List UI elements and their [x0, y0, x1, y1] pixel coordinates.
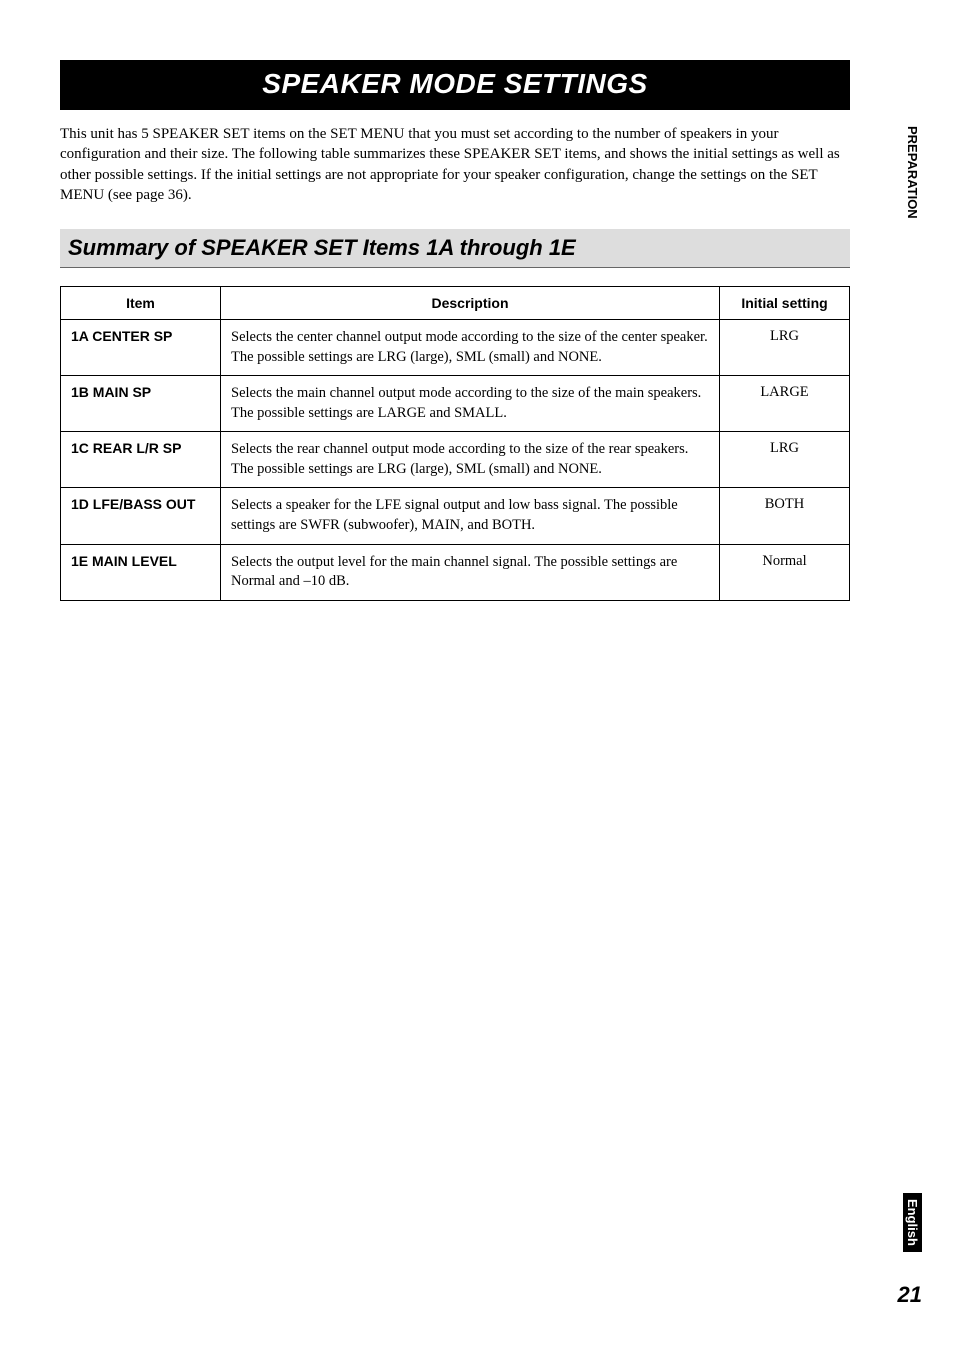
col-header-item: Item — [61, 287, 221, 320]
cell-initial: LRG — [720, 320, 850, 376]
col-header-initial: Initial setting — [720, 287, 850, 320]
cell-initial: Normal — [720, 544, 850, 600]
table-row: 1A CENTER SP Selects the center channel … — [61, 320, 850, 376]
speaker-set-table: Item Description Initial setting 1A CENT… — [60, 286, 850, 601]
table-row: 1E MAIN LEVEL Selects the output level f… — [61, 544, 850, 600]
page-root: SPEAKER MODE SETTINGS This unit has 5 SP… — [0, 0, 954, 1348]
section-header: Summary of SPEAKER SET Items 1A through … — [60, 229, 850, 268]
cell-desc: Selects the rear channel output mode acc… — [221, 432, 720, 488]
intro-paragraph: This unit has 5 SPEAKER SET items on the… — [60, 124, 850, 205]
cell-initial: BOTH — [720, 488, 850, 544]
cell-item: 1C REAR L/R SP — [61, 432, 221, 488]
cell-item: 1D LFE/BASS OUT — [61, 488, 221, 544]
cell-initial: LRG — [720, 432, 850, 488]
side-tabs: PREPARATION — [903, 120, 922, 229]
footer-area: English 21 — [898, 1193, 922, 1308]
table-row: 1D LFE/BASS OUT Selects a speaker for th… — [61, 488, 850, 544]
page-number: 21 — [898, 1282, 922, 1308]
cell-item: 1B MAIN SP — [61, 376, 221, 432]
side-tab-preparation: PREPARATION — [903, 120, 922, 225]
cell-item: 1A CENTER SP — [61, 320, 221, 376]
page-title-bar: SPEAKER MODE SETTINGS — [60, 60, 850, 110]
cell-desc: Selects the output level for the main ch… — [221, 544, 720, 600]
section-title: Summary of SPEAKER SET Items 1A through … — [68, 235, 842, 261]
content-wrapper: SPEAKER MODE SETTINGS This unit has 5 SP… — [60, 60, 850, 601]
col-header-description: Description — [221, 287, 720, 320]
table-row: 1C REAR L/R SP Selects the rear channel … — [61, 432, 850, 488]
cell-desc: Selects the center channel output mode a… — [221, 320, 720, 376]
table-row: 1B MAIN SP Selects the main channel outp… — [61, 376, 850, 432]
cell-initial: LARGE — [720, 376, 850, 432]
language-tab: English — [903, 1193, 922, 1252]
page-title: SPEAKER MODE SETTINGS — [60, 68, 850, 100]
table-header-row: Item Description Initial setting — [61, 287, 850, 320]
cell-desc: Selects a speaker for the LFE signal out… — [221, 488, 720, 544]
cell-desc: Selects the main channel output mode acc… — [221, 376, 720, 432]
cell-item: 1E MAIN LEVEL — [61, 544, 221, 600]
